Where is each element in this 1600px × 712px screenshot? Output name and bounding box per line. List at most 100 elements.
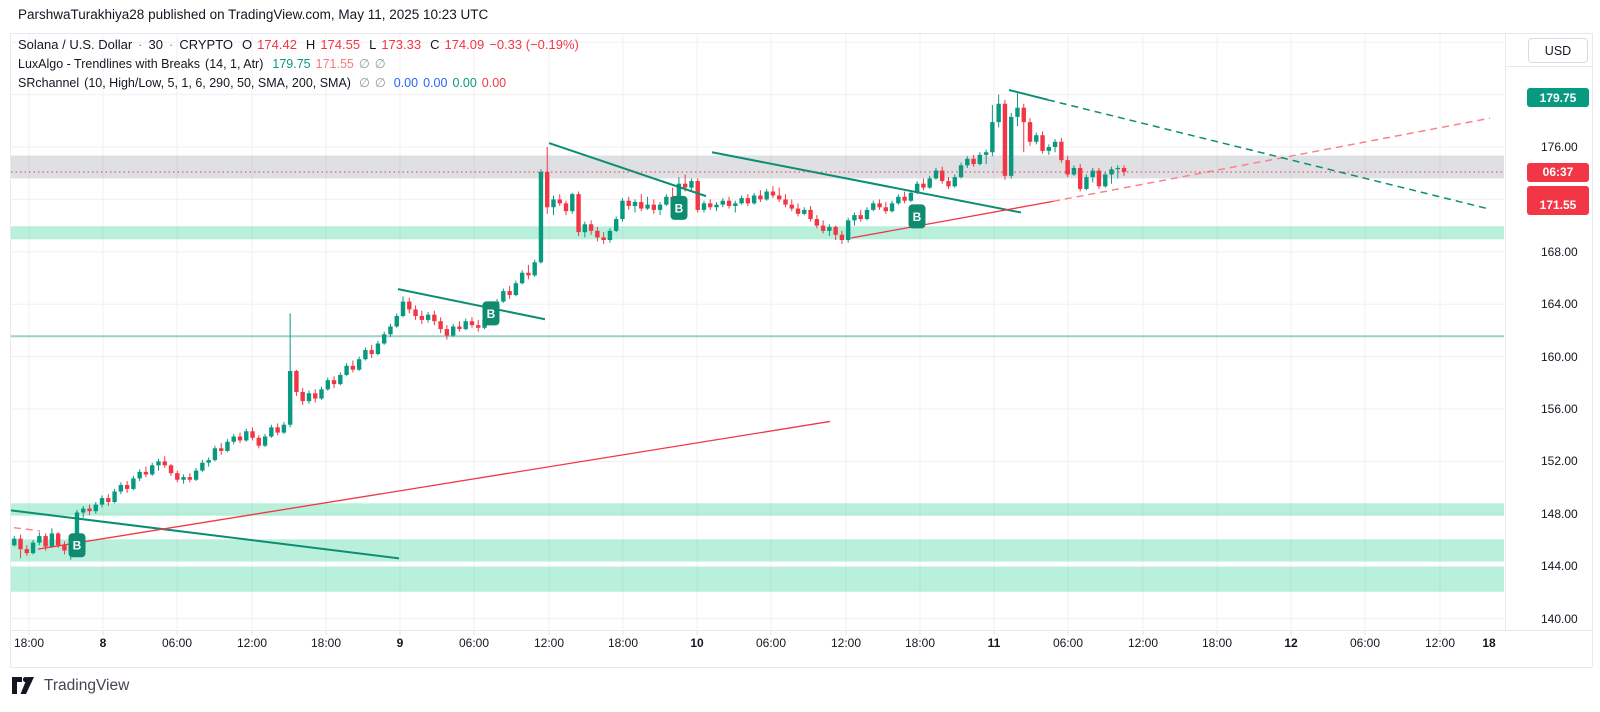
candle-body bbox=[808, 209, 813, 220]
time-axis-label: 18:00 bbox=[310, 636, 342, 650]
candle-body bbox=[701, 203, 707, 210]
trendline-red[interactable] bbox=[37, 420, 831, 550]
candle-body bbox=[971, 158, 976, 165]
candle-body bbox=[37, 536, 42, 543]
candle-body bbox=[726, 200, 732, 206]
candle-body bbox=[313, 393, 318, 399]
candle-body bbox=[137, 471, 142, 479]
candle-body bbox=[952, 177, 957, 187]
frame-top bbox=[10, 33, 1592, 34]
candle-body bbox=[601, 237, 606, 241]
candle-body bbox=[425, 314, 431, 320]
candle-body bbox=[1077, 167, 1083, 189]
candle-body bbox=[839, 234, 845, 241]
trendline-teal[interactable] bbox=[711, 151, 1022, 214]
lower-trendline-badge: 171.55 bbox=[1527, 195, 1589, 215]
candle-body bbox=[49, 533, 55, 547]
empty-value: ∅ bbox=[374, 76, 386, 90]
candle-body bbox=[476, 325, 481, 328]
candle-body bbox=[218, 448, 224, 451]
legend-symbol-row[interactable]: Solana / U.S. Dollar · 30 · CRYPTO O 174… bbox=[18, 37, 579, 52]
trendline-teal[interactable] bbox=[2, 509, 400, 560]
candle-body bbox=[921, 183, 926, 188]
time-axis[interactable]: 18:00 8 06:00 12:00 18:00 9 06:00 12:00 18:00 10 0… bbox=[10, 631, 1505, 657]
candle-body bbox=[570, 194, 575, 212]
candle-body bbox=[168, 465, 174, 474]
candle-body bbox=[745, 198, 751, 204]
currency-toggle-button[interactable]: USD bbox=[1528, 38, 1588, 63]
break-badge[interactable]: B bbox=[68, 533, 86, 558]
candle-body bbox=[689, 181, 694, 188]
candle-body bbox=[695, 181, 700, 210]
candle-body bbox=[996, 103, 1001, 123]
break-badge[interactable]: B bbox=[482, 301, 500, 326]
change-value: −0.33 (−0.19%) bbox=[489, 37, 579, 52]
tradingview-brand-text: TradingView bbox=[44, 676, 130, 694]
candle-body bbox=[175, 473, 180, 480]
candle-body bbox=[444, 329, 450, 336]
candle-body bbox=[432, 314, 437, 322]
tradingview-logo-icon bbox=[12, 676, 34, 694]
trendline-red_dash-dashed[interactable] bbox=[2, 526, 41, 532]
candle-body bbox=[1115, 167, 1120, 170]
candle-body bbox=[620, 200, 625, 220]
tradingview-link[interactable]: TradingView bbox=[12, 676, 129, 695]
candle-body bbox=[933, 170, 939, 179]
candle-body bbox=[639, 202, 644, 209]
time-axis-day-label: 9 bbox=[396, 636, 404, 650]
time-axis-day-label: 11 bbox=[987, 636, 1001, 650]
trendline-teal[interactable] bbox=[397, 288, 546, 321]
candle-body bbox=[557, 199, 562, 204]
trendline-teal-dashed[interactable] bbox=[1047, 99, 1491, 210]
candle-body bbox=[181, 477, 186, 480]
candle-body bbox=[1084, 177, 1089, 189]
candle-body bbox=[143, 471, 149, 475]
candle-body bbox=[281, 424, 287, 433]
candle-body bbox=[382, 334, 387, 344]
price-axis-separator bbox=[1505, 33, 1506, 630]
candle-body bbox=[469, 321, 475, 326]
sr-zone-green bbox=[11, 503, 1504, 516]
candle-body bbox=[463, 321, 468, 330]
legend-srchannel-row[interactable]: SRchannel (10, High/Low, 5, 1, 6, 290, 5… bbox=[18, 75, 579, 90]
candle-body bbox=[714, 204, 719, 208]
candle-body bbox=[613, 219, 619, 231]
legend-luxalgo-row[interactable]: LuxAlgo - Trendlines with Breaks (14, 1,… bbox=[18, 56, 579, 71]
candle-body bbox=[1121, 167, 1127, 172]
candle-body bbox=[914, 183, 920, 193]
plot-area[interactable]: B B B B bbox=[2, 34, 1504, 629]
indicator-params: (10, High/Low, 5, 1, 6, 290, 50, SMA, 20… bbox=[84, 76, 351, 90]
candle-body bbox=[519, 272, 525, 284]
high-value: 174.55 bbox=[320, 37, 361, 52]
candle-body bbox=[331, 380, 337, 385]
candle-body bbox=[545, 171, 550, 208]
lower-trendline-value: 171.55 bbox=[315, 57, 354, 71]
price-axis-label: 168.00 bbox=[1541, 244, 1578, 259]
trendline-red_dash-dashed[interactable] bbox=[1052, 117, 1491, 203]
candle-body bbox=[789, 204, 794, 209]
break-badge[interactable]: B bbox=[908, 204, 926, 229]
frame-bottom bbox=[10, 667, 1592, 668]
candle-body bbox=[413, 309, 418, 316]
time-axis-day-label: 10 bbox=[690, 636, 704, 650]
candle-body bbox=[657, 204, 663, 210]
price-axis-label: 140.00 bbox=[1541, 611, 1578, 626]
time-axis-label: 18:00 bbox=[904, 636, 936, 650]
candle-body bbox=[1103, 174, 1108, 187]
candle-body bbox=[1034, 135, 1039, 142]
candle-body bbox=[576, 194, 581, 233]
candle-body bbox=[733, 203, 738, 206]
candle-body bbox=[262, 436, 268, 446]
candle-body bbox=[87, 508, 92, 512]
trendline-red[interactable] bbox=[850, 200, 1054, 239]
sr-zone-green bbox=[11, 226, 1504, 240]
candle-body bbox=[902, 196, 907, 201]
price-axis-label: 160.00 bbox=[1541, 349, 1578, 364]
trendline-teal[interactable] bbox=[1008, 89, 1049, 101]
break-badge[interactable]: B bbox=[670, 195, 688, 220]
trendline-teal[interactable] bbox=[548, 142, 707, 198]
price-axis[interactable]: 176.00 168.00 164.00 160.00 156.00 152.00 148.… bbox=[1505, 33, 1600, 630]
candle-body bbox=[106, 498, 111, 503]
empty-value: ∅ bbox=[374, 57, 386, 71]
